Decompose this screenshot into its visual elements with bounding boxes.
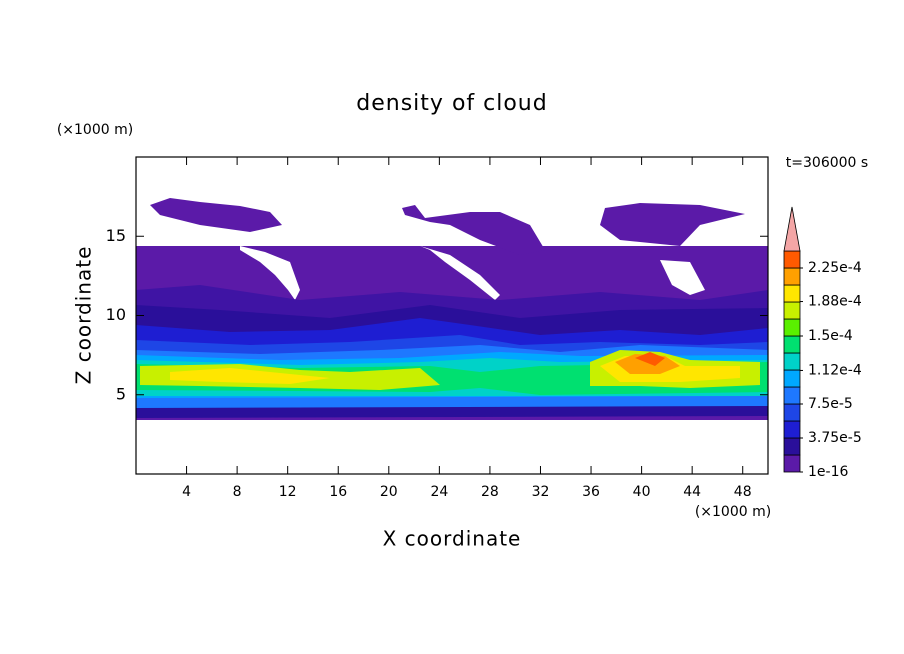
x-tick-label: 20 bbox=[380, 484, 398, 500]
contour-fill bbox=[170, 368, 330, 384]
contour-field bbox=[136, 198, 768, 420]
colorbar-band bbox=[783, 318, 801, 337]
x-tick-label: 36 bbox=[582, 484, 600, 500]
y-unit-label: (×1000 m) bbox=[57, 122, 133, 138]
contour-hole bbox=[420, 246, 500, 300]
colorbar-tick-label: 3.75e-5 bbox=[808, 430, 862, 446]
x-tick-label: 24 bbox=[430, 484, 448, 500]
colorbar-band bbox=[783, 284, 801, 303]
y-axis-label: Z coordinate bbox=[72, 246, 96, 385]
colorbar-tick-label: 1.88e-4 bbox=[808, 294, 862, 310]
time-label: t=306000 s bbox=[786, 155, 868, 171]
contour-hole bbox=[660, 260, 705, 295]
contour-hole bbox=[240, 246, 300, 300]
y-tick-label: 15 bbox=[106, 226, 126, 245]
chart-title: density of cloud bbox=[356, 91, 547, 116]
colorbar-band bbox=[783, 267, 801, 286]
x-tick-label: 16 bbox=[329, 484, 347, 500]
x-tick-label: 8 bbox=[233, 484, 242, 500]
colorbar-tick-label: 1.12e-4 bbox=[808, 362, 862, 378]
x-tick-label: 4 bbox=[182, 484, 191, 500]
colorbar-tick-label: 1.5e-4 bbox=[808, 328, 853, 344]
colorbar-band bbox=[783, 301, 801, 320]
x-unit-label: (×1000 m) bbox=[695, 504, 771, 520]
colorbar-tick-label: 2.25e-4 bbox=[808, 260, 862, 276]
colorbar-band bbox=[783, 437, 801, 456]
colorbar-extend bbox=[783, 206, 801, 252]
colorbar-band bbox=[783, 386, 801, 405]
y-tick-label: 10 bbox=[106, 305, 126, 324]
x-tick-label: 32 bbox=[532, 484, 550, 500]
colorbar-band bbox=[783, 420, 801, 439]
x-tick-label: 12 bbox=[279, 484, 297, 500]
y-tick-label: 5 bbox=[116, 384, 126, 403]
colorbar-tick-label: 7.5e-5 bbox=[808, 396, 853, 412]
colorbar-band bbox=[783, 369, 801, 388]
colorbar-band bbox=[783, 250, 801, 269]
x-axis-label: X coordinate bbox=[383, 527, 522, 551]
x-tick-label: 28 bbox=[481, 484, 499, 500]
contour-fill bbox=[635, 352, 665, 366]
colorbar-band bbox=[783, 335, 801, 354]
colorbar-band bbox=[783, 403, 801, 422]
contour-fill bbox=[136, 406, 768, 418]
colorbar-band bbox=[783, 352, 801, 371]
contour-fill bbox=[402, 205, 545, 255]
x-tick-label: 40 bbox=[633, 484, 651, 500]
contour-fill bbox=[150, 198, 282, 232]
colorbar-tick-label: 1e-16 bbox=[808, 464, 848, 480]
x-tick-label: 48 bbox=[734, 484, 752, 500]
colorbar-band bbox=[783, 454, 801, 473]
x-tick-label: 44 bbox=[683, 484, 701, 500]
contour-fill bbox=[600, 203, 745, 246]
